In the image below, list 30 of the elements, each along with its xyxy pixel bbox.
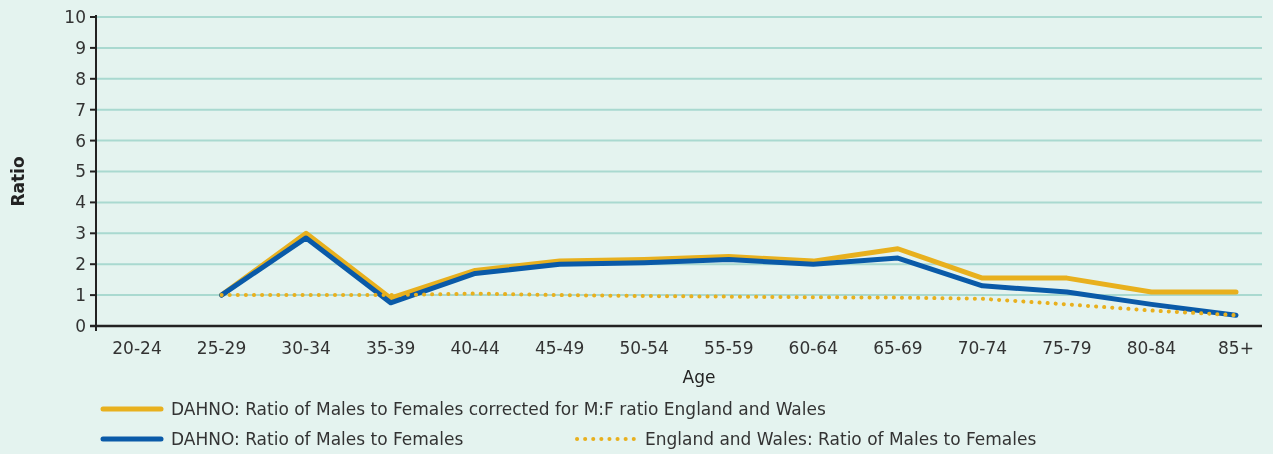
- x-axis-title: Age: [682, 367, 716, 387]
- y-tick-label: 9: [75, 37, 86, 58]
- x-tick-label: 55-59: [704, 338, 754, 358]
- x-tick-label: 60-64: [788, 338, 839, 358]
- y-tick-label: 2: [75, 254, 86, 275]
- legend-label: DAHNO: Ratio of Males to Females: [171, 429, 464, 449]
- x-tick-label: 30-34: [281, 338, 331, 358]
- y-tick-label: 10: [64, 6, 86, 27]
- x-tick-label: 70-74: [957, 338, 1008, 358]
- y-tick-label: 8: [75, 68, 86, 89]
- y-tick-label: 5: [75, 161, 86, 182]
- y-tick-label: 3: [75, 223, 86, 244]
- y-tick-label: 0: [75, 315, 86, 336]
- x-tick-label: 40-44: [450, 338, 500, 358]
- x-tick-label: 80-84: [1126, 338, 1177, 358]
- legend-label: England and Wales: Ratio of Males to Females: [645, 429, 1037, 449]
- x-tick-label: 35-39: [365, 338, 416, 358]
- x-tick-label: 45-49: [534, 338, 585, 358]
- x-tick-label: 85+: [1218, 338, 1254, 358]
- x-tick-label: 25-29: [196, 338, 247, 358]
- x-tick-label: 20-24: [112, 338, 162, 358]
- legend-label: DAHNO: Ratio of Males to Females corrected for M:F ratio England and Wales: [171, 399, 826, 419]
- x-tick-label: 75-79: [1042, 338, 1092, 358]
- y-tick-label: 4: [75, 192, 86, 213]
- x-tick-label: 65-69: [873, 338, 923, 358]
- y-axis-title: Ratio: [8, 156, 28, 207]
- y-tick-label: 1: [75, 285, 86, 306]
- x-tick-label: 50-54: [619, 338, 669, 358]
- y-tick-label: 6: [75, 130, 86, 151]
- y-tick-label: 7: [75, 99, 86, 120]
